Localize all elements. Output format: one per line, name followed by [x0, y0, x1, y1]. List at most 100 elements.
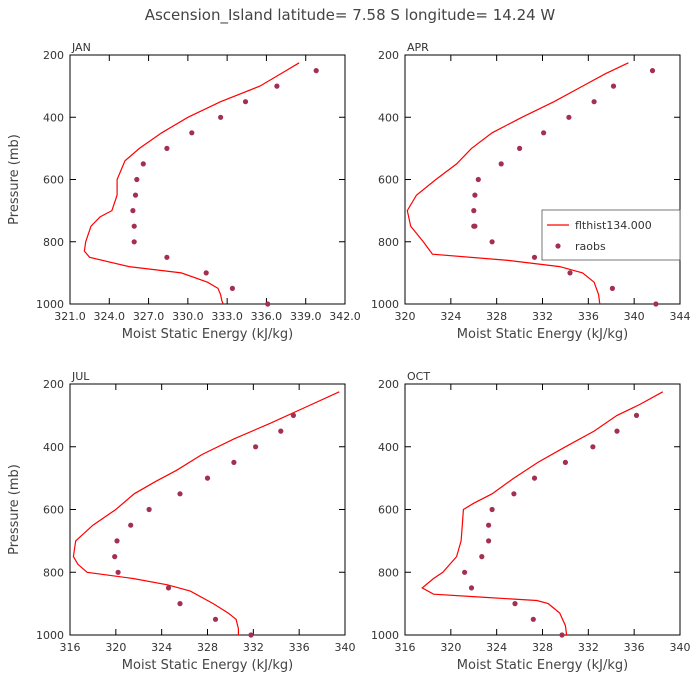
obs-point — [274, 83, 280, 89]
x-axis-label: Moist Static Energy (kJ/kg) — [457, 327, 628, 342]
x-tick-label: 328 — [197, 641, 218, 654]
obs-point — [567, 270, 573, 276]
x-tick-label: 336 — [578, 310, 599, 323]
obs-point — [530, 616, 536, 622]
x-tick-label: 340 — [670, 641, 691, 654]
legend: flthist134.000 raobs — [541, 209, 681, 261]
obs-point — [242, 99, 249, 105]
obs-point — [472, 223, 478, 229]
y-tick-label: 400 — [378, 111, 399, 124]
x-tick-label: 339.0 — [290, 310, 322, 323]
x-tick-label: 324 — [440, 310, 461, 323]
x-tick-label: 336 — [624, 641, 645, 654]
obs-point — [218, 114, 224, 120]
y-tick-label: 800 — [378, 236, 399, 249]
series-line-model — [421, 391, 664, 636]
x-tick-label: 320 — [440, 641, 461, 654]
series-line-model — [83, 62, 300, 305]
obs-point — [290, 412, 296, 418]
y-tick-label: 200 — [43, 378, 64, 391]
obs-point — [114, 538, 120, 544]
obs-point — [203, 270, 209, 276]
y-axis-label: Pressure (mb) — [7, 464, 22, 555]
x-tick-label: 330.0 — [172, 310, 204, 323]
obs-point — [462, 569, 468, 575]
obs-point — [253, 444, 259, 450]
obs-point — [229, 285, 235, 291]
obs-point — [531, 254, 538, 260]
obs-point — [165, 585, 172, 591]
panel-label: OCT — [407, 370, 430, 383]
y-tick-label: 1000 — [36, 629, 64, 642]
y-axis-label: Pressure (mb) — [7, 134, 22, 225]
obs-point — [472, 192, 478, 198]
y-tick-label: 800 — [378, 566, 399, 579]
y-tick-label: 600 — [43, 174, 64, 187]
plot-frame — [404, 383, 681, 636]
obs-point — [471, 208, 477, 214]
obs-point — [486, 522, 492, 528]
obs-point — [559, 632, 565, 638]
x-axis-label: Moist Static Energy (kJ/kg) — [122, 658, 293, 673]
obs-point — [313, 68, 319, 74]
figure-title: Ascension_Island latitude= 7.58 S longit… — [145, 6, 556, 25]
series-line-model — [72, 391, 340, 635]
obs-point — [177, 601, 183, 607]
obs-point — [653, 301, 659, 307]
x-axis-label: Moist Static Energy (kJ/kg) — [122, 327, 293, 342]
obs-point — [134, 176, 140, 183]
obs-point — [489, 506, 495, 513]
legend-entry-label: raobs — [575, 240, 606, 253]
y-tick-label: 200 — [43, 49, 64, 62]
obs-point — [265, 301, 271, 307]
x-tick-label: 321.0 — [54, 310, 86, 323]
obs-point — [517, 145, 523, 151]
y-tick-label: 1000 — [371, 298, 399, 311]
obs-point — [541, 130, 547, 136]
x-tick-label: 344 — [670, 310, 691, 323]
x-axis-label: Moist Static Energy (kJ/kg) — [457, 658, 628, 673]
x-tick-label: 316 — [60, 641, 81, 654]
x-tick-label: 320 — [105, 641, 126, 654]
y-tick-label: 1000 — [36, 298, 64, 311]
obs-point — [128, 522, 134, 528]
obs-point — [164, 254, 170, 260]
obs-point — [511, 491, 517, 497]
obs-point — [498, 161, 504, 167]
legend-marker-swatch — [555, 243, 561, 249]
y-tick-label: 600 — [378, 504, 399, 517]
obs-point — [512, 601, 518, 607]
obs-point — [591, 99, 597, 105]
obs-point — [479, 554, 485, 560]
legend-entry-label: flthist134.000 — [575, 219, 652, 232]
obs-point — [146, 506, 152, 513]
x-tick-label: 332 — [532, 310, 553, 323]
y-tick-label: 800 — [43, 236, 64, 249]
y-tick-label: 800 — [43, 566, 64, 579]
y-tick-label: 400 — [378, 441, 399, 454]
plot-frame — [404, 54, 681, 305]
x-tick-label: 340 — [335, 641, 356, 654]
obs-point — [112, 554, 118, 560]
obs-point — [531, 475, 538, 481]
obs-point — [131, 239, 137, 245]
obs-point — [562, 459, 569, 465]
obs-point — [590, 444, 596, 450]
obs-point — [140, 161, 146, 167]
obs-point — [610, 83, 617, 89]
x-tick-label: 336 — [289, 641, 310, 654]
obs-point — [633, 412, 640, 418]
y-tick-label: 400 — [43, 111, 64, 124]
obs-point — [486, 538, 492, 544]
plot-frame — [69, 54, 346, 305]
obs-point — [212, 616, 219, 622]
x-tick-label: 340 — [624, 310, 645, 323]
obs-point — [130, 208, 136, 214]
legend-box — [541, 209, 681, 261]
obs-point — [132, 192, 139, 198]
x-tick-label: 328 — [486, 310, 507, 323]
obs-point — [614, 428, 620, 434]
panel-oct: OCT 316 320 324 328 332 336 340 200 400 600 800 1000… — [371, 370, 691, 673]
obs-point — [231, 459, 237, 465]
panel-jan: JAN 321.0 324.0 327.0 330.0 333.0 336.0 339.0 34… — [7, 41, 361, 342]
